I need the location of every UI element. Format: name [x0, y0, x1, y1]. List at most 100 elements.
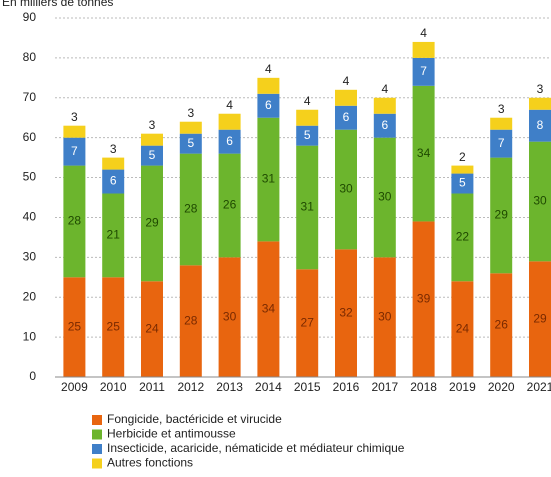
data-label: 3: [187, 106, 194, 120]
data-label: 30: [378, 190, 392, 204]
y-tick-label: 50: [23, 170, 37, 184]
data-label: 22: [456, 230, 470, 244]
bar-segment: [218, 153, 241, 258]
bar-segment: [63, 125, 86, 138]
bar-segment: [335, 89, 357, 106]
bar-segment: [63, 137, 86, 166]
data-label: 30: [223, 309, 237, 323]
data-label: 4: [265, 62, 272, 76]
data-label: 3: [537, 82, 544, 96]
data-label: 24: [145, 321, 159, 335]
bar-segment: [141, 281, 163, 377]
data-label: 30: [533, 194, 547, 208]
bar-segment: [179, 265, 202, 377]
y-tick-label: 90: [23, 10, 37, 24]
bar-segment: [412, 221, 435, 377]
chart-title: En milliers de tonnes: [2, 0, 113, 9]
data-label: 28: [184, 202, 198, 216]
data-label: 3: [498, 102, 505, 116]
bar-segment: [451, 173, 474, 194]
y-tick-label: 20: [23, 289, 37, 303]
bar-segment: [179, 121, 202, 134]
y-tick-label: 0: [29, 369, 36, 383]
bar-segment: [490, 273, 513, 377]
data-label: 4: [304, 94, 311, 108]
bar-segment: [373, 97, 396, 114]
legend-label: Autres fonctions: [107, 456, 193, 470]
data-label: 3: [110, 142, 117, 156]
data-label: 8: [537, 118, 544, 132]
data-label: 4: [226, 98, 233, 112]
data-label: 3: [71, 110, 78, 124]
bar-segment: [179, 153, 202, 266]
bar-segment: [451, 193, 474, 282]
data-label: 5: [187, 136, 194, 150]
bar-segment: [218, 113, 241, 130]
bar-segment: [63, 277, 86, 377]
bar-segment: [102, 193, 125, 278]
legend-label: Fongicide, bactéricide et virucide: [107, 412, 282, 426]
bar-segment: [335, 105, 357, 130]
data-label: 25: [107, 319, 121, 333]
bar-segment: [218, 129, 241, 154]
bar-segment: [296, 109, 319, 126]
legend-label: Insecticide, acaricide, nématicide et mé…: [107, 441, 405, 455]
x-tick-label: 2011: [139, 380, 165, 394]
data-label: 6: [226, 134, 233, 148]
x-tick-label: 2009: [61, 380, 88, 394]
data-label: 27: [301, 315, 315, 329]
bar-segment: [490, 117, 513, 130]
bar-segment: [373, 257, 396, 377]
data-label: 29: [533, 311, 547, 325]
y-tick-label: 30: [23, 250, 37, 264]
bar-segment: [257, 77, 280, 94]
data-label: 31: [301, 200, 315, 214]
data-label: 4: [381, 82, 388, 96]
bar-segment: [335, 249, 357, 377]
x-tick-label: 2013: [216, 380, 243, 394]
bar-segment: [63, 165, 86, 278]
y-tick-label: 10: [23, 329, 37, 343]
data-label: 6: [381, 118, 388, 132]
data-label: 30: [378, 309, 392, 323]
bar-segment: [257, 117, 280, 242]
bar-segment: [412, 57, 435, 86]
x-tick-label: 2015: [294, 380, 321, 394]
x-tick-label: 2021: [527, 380, 551, 394]
data-label: 3: [149, 118, 156, 132]
data-label: 6: [343, 110, 350, 124]
data-label: 25: [68, 319, 82, 333]
data-label: 34: [417, 146, 431, 160]
bar-segment: [102, 157, 125, 170]
bar-segment: [412, 41, 435, 58]
x-tick-label: 2017: [371, 380, 398, 394]
data-label: 32: [339, 305, 353, 319]
data-label: 6: [110, 174, 117, 188]
bar-segment: [451, 165, 474, 174]
bar-segment: [529, 97, 551, 110]
legend-swatch: [92, 415, 102, 425]
bar-segment: [412, 85, 435, 222]
data-label: 26: [495, 317, 509, 331]
bar-segment: [490, 157, 513, 274]
x-tick-label: 2012: [177, 380, 204, 394]
data-label: 29: [495, 208, 509, 222]
x-tick-label: 2014: [255, 380, 282, 394]
bar-segment: [373, 113, 396, 138]
data-label: 24: [456, 321, 470, 335]
legend-swatch: [92, 429, 102, 440]
x-tick-label: 2019: [449, 380, 476, 394]
data-label: 26: [223, 198, 237, 212]
legend-label: Herbicide et antimousse: [107, 427, 236, 441]
x-tick-label: 2018: [410, 380, 437, 394]
x-tick-label: 2016: [333, 380, 360, 394]
bar-segment: [218, 257, 241, 377]
bar-segment: [296, 125, 319, 146]
bar-segment: [102, 277, 125, 377]
bar-segment: [529, 109, 551, 142]
data-label: 4: [420, 26, 427, 40]
bar-segment: [257, 241, 280, 377]
data-label: 5: [304, 128, 311, 142]
data-label: 28: [68, 214, 82, 228]
